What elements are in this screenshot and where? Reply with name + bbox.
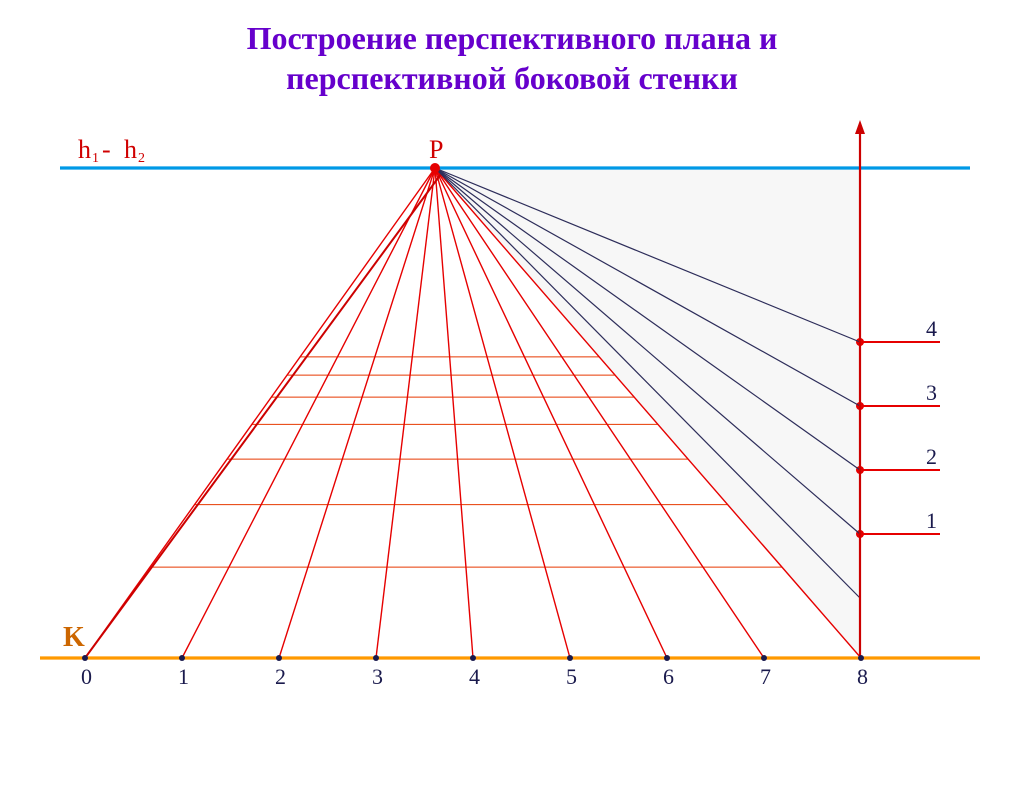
side-tick-label: 4 bbox=[926, 316, 937, 341]
label-p: P bbox=[429, 135, 443, 164]
axis-arrowhead bbox=[855, 120, 865, 134]
svg-text:-: - bbox=[102, 135, 111, 164]
ground-tick-label: 4 bbox=[469, 664, 480, 689]
svg-text:h: h bbox=[124, 135, 137, 164]
ray-to-p bbox=[435, 168, 473, 658]
ray-to-p bbox=[182, 168, 435, 658]
side-tick-label: 2 bbox=[926, 444, 937, 469]
svg-text:1: 1 bbox=[92, 151, 99, 166]
ground-tick-label: 7 bbox=[760, 664, 771, 689]
ground-tick-point bbox=[470, 655, 476, 661]
ground-tick-point bbox=[179, 655, 185, 661]
ground-tick-label: 0 bbox=[81, 664, 92, 689]
side-tick-label: 3 bbox=[926, 380, 937, 405]
h1-h2-label: h1 - h2 bbox=[78, 135, 145, 166]
ground-tick-point bbox=[82, 655, 88, 661]
ground-tick-point bbox=[858, 655, 864, 661]
diagram-container: h1 - h2PK0123456781234 bbox=[0, 98, 1024, 733]
side-tick-label: 1 bbox=[926, 508, 937, 533]
title-line1: Построение перспективного плана и bbox=[247, 20, 778, 56]
ground-tick-label: 6 bbox=[663, 664, 674, 689]
ground-tick-point bbox=[761, 655, 767, 661]
point-p bbox=[430, 163, 440, 173]
ground-tick-label: 5 bbox=[566, 664, 577, 689]
ground-tick-label: 3 bbox=[372, 664, 383, 689]
svg-text:2: 2 bbox=[138, 151, 145, 166]
ground-tick-point bbox=[567, 655, 573, 661]
perspective-diagram: h1 - h2PK0123456781234 bbox=[0, 98, 1024, 728]
diagonal-line bbox=[85, 174, 441, 658]
svg-text:h: h bbox=[78, 135, 91, 164]
ground-tick-point bbox=[276, 655, 282, 661]
ground-tick-label: 1 bbox=[178, 664, 189, 689]
ray-to-p bbox=[376, 168, 435, 658]
title-line2: перспективной боковой стенки bbox=[286, 60, 738, 96]
ray-to-p bbox=[85, 168, 435, 658]
ground-tick-point bbox=[373, 655, 379, 661]
ground-tick-label: 8 bbox=[857, 664, 868, 689]
page-title: Построение перспективного плана и перспе… bbox=[0, 18, 1024, 98]
label-k: K bbox=[63, 622, 85, 653]
ground-tick-point bbox=[664, 655, 670, 661]
ground-tick-label: 2 bbox=[275, 664, 286, 689]
ray-to-p bbox=[279, 168, 435, 658]
